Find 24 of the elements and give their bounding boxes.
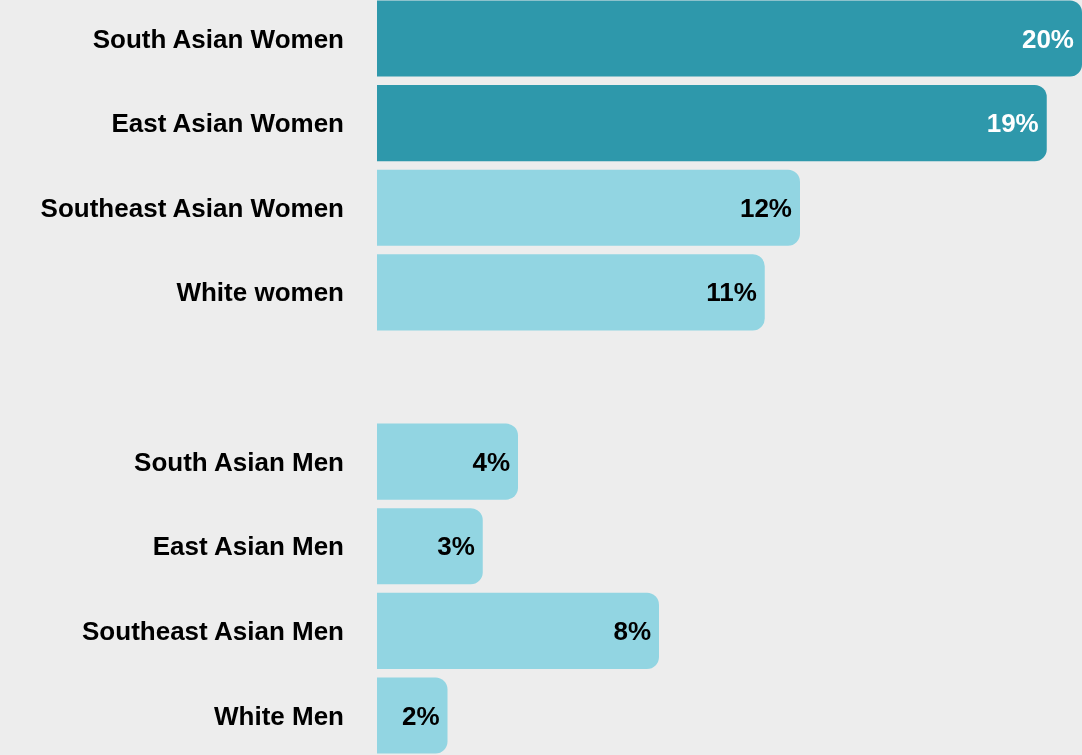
- y-tick-label: East Asian Women: [111, 108, 344, 139]
- y-tick-label: South Asian Men: [134, 446, 344, 477]
- data-label: 3%: [437, 531, 475, 562]
- bar: [377, 423, 518, 500]
- bar: [377, 677, 448, 754]
- bar: [377, 508, 483, 585]
- data-label: 11%: [706, 277, 757, 308]
- y-tick-label: Southeast Asian Men: [82, 616, 344, 646]
- data-label: 20%: [1021, 23, 1074, 54]
- data-label: 19%: [986, 108, 1039, 139]
- y-tick-label: South Asian Women: [92, 23, 344, 54]
- bar: [377, 85, 1047, 162]
- bar: [377, 254, 765, 331]
- data-label: 2%: [401, 700, 440, 731]
- bar: [377, 169, 800, 246]
- y-tick-label: East Asian Men: [152, 531, 344, 562]
- y-tick-label: Southeast Asian Women: [40, 192, 344, 223]
- bar: [377, 592, 659, 669]
- data-label: 12%: [739, 192, 792, 223]
- bar: [377, 0, 1082, 77]
- data-label: 8%: [613, 616, 651, 646]
- data-label: 4%: [472, 446, 510, 477]
- y-tick-label: White Men: [214, 700, 344, 731]
- y-tick-label: White women: [176, 277, 344, 308]
